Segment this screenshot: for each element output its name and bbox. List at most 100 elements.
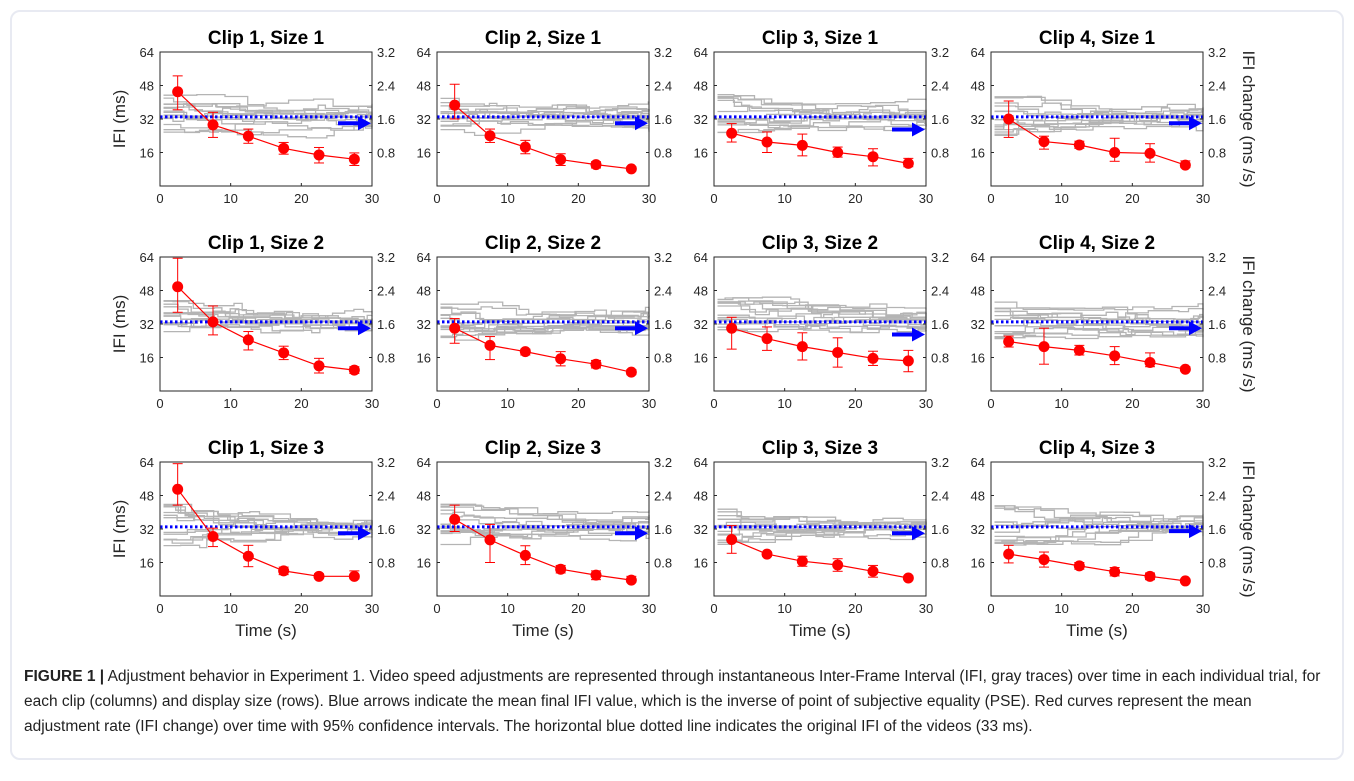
data-point (867, 565, 879, 577)
data-point (555, 353, 567, 365)
y-tick-label: 16 (417, 556, 431, 571)
y-right-tick-label: 0.8 (1208, 556, 1226, 571)
y-right-tick-label: 1.6 (931, 317, 949, 332)
trial-traces (994, 505, 1204, 546)
trial-trace (163, 506, 373, 532)
x-tick-label: 20 (571, 601, 585, 616)
x-tick-label: 10 (223, 396, 237, 411)
y-right-tick-label: 2.4 (1208, 284, 1226, 299)
trial-traces (717, 93, 927, 134)
panel-3-3: 0 10 20 30 16 32 48 64 0.8 1.6 2.4 3.2 Clip 3, Size … (694, 438, 950, 640)
data-point (902, 572, 914, 584)
x-tick-label: 0 (987, 601, 994, 616)
y-tick-label: 64 (694, 455, 708, 470)
y-right-tick-label: 1.6 (654, 112, 672, 127)
x-axis-label: Time (s) (512, 621, 574, 640)
x-tick-label: 10 (777, 396, 791, 411)
x-tick-label: 20 (571, 396, 585, 411)
final-ifi-arrow-head (358, 321, 371, 336)
y-right-tick-label: 0.8 (377, 146, 395, 161)
y-tick-label: 32 (140, 317, 154, 332)
mean-rate-line (731, 132, 909, 164)
mean-rate-line (177, 286, 355, 371)
axes-box (436, 256, 650, 392)
x-tick-label: 0 (987, 191, 994, 206)
y-tick-label: 16 (140, 351, 154, 366)
y-right-tick-label: 0.8 (1208, 351, 1226, 366)
data-point (1003, 548, 1015, 560)
x-tick-label: 0 (710, 191, 717, 206)
x-tick-label: 20 (848, 191, 862, 206)
final-ifi-arrow-head (912, 327, 925, 342)
data-point (625, 163, 637, 175)
y-tick-label: 16 (417, 351, 431, 366)
x-tick-label: 20 (848, 396, 862, 411)
caption-text: Adjustment behavior in Experiment 1. Vid… (24, 668, 1321, 735)
mean-rate-line (731, 327, 909, 362)
x-tick-label: 30 (365, 601, 379, 616)
y-right-tick-label: 3.2 (654, 455, 672, 470)
data-point (172, 281, 184, 293)
y-tick-label: 64 (417, 250, 431, 265)
trial-trace (994, 116, 1204, 132)
data-point (1038, 136, 1050, 148)
y-right-tick-label: 3.2 (654, 45, 672, 60)
data-point (1109, 350, 1121, 362)
y-tick-label: 48 (140, 284, 154, 299)
data-point (590, 159, 602, 171)
data-point (313, 360, 325, 372)
data-point (484, 130, 496, 142)
data-point (449, 99, 461, 111)
mean-rate-line (454, 104, 632, 170)
x-tick-label: 0 (433, 601, 440, 616)
y-tick-label: 32 (694, 317, 708, 332)
y-tick-label: 32 (971, 112, 985, 127)
data-point (555, 154, 567, 166)
y-tick-label: 32 (971, 317, 985, 332)
trial-trace (717, 303, 927, 316)
data-point (1073, 560, 1085, 572)
panel-title: Clip 1, Size 1 (208, 28, 325, 49)
trial-trace (717, 120, 927, 132)
y-tick-label: 32 (417, 522, 431, 537)
trial-traces (440, 503, 650, 546)
y-tick-label: 16 (971, 556, 985, 571)
figure-panels: 0 10 20 30 16 32 48 64 0.8 1.6 2.4 3.2 Clip 1, Size … (110, 28, 1258, 640)
x-tick-label: 30 (642, 601, 656, 616)
trial-trace (717, 97, 927, 120)
data-point (1038, 341, 1050, 353)
y-tick-label: 16 (140, 556, 154, 571)
x-tick-label: 30 (1196, 601, 1210, 616)
final-ifi-arrow-head (635, 321, 648, 336)
data-point (1144, 147, 1156, 159)
data-point (555, 563, 567, 575)
trial-trace (994, 314, 1204, 330)
data-point (1144, 357, 1156, 369)
y-right-tick-label: 2.4 (1208, 489, 1226, 504)
trial-trace (163, 111, 373, 122)
x-tick-label: 0 (156, 601, 163, 616)
trial-trace (163, 121, 373, 133)
data-point (348, 153, 360, 165)
data-point (207, 531, 219, 543)
y-tick-label: 64 (140, 45, 154, 60)
trial-trace (163, 525, 373, 537)
x-tick-label: 30 (642, 396, 656, 411)
y-tick-label: 48 (694, 79, 708, 94)
mean-rate-line (177, 488, 355, 577)
x-tick-label: 30 (1196, 191, 1210, 206)
y-tick-label: 16 (694, 351, 708, 366)
x-tick-label: 10 (1054, 396, 1068, 411)
y-right-tick-label: 0.8 (654, 556, 672, 571)
panel-4-2: 0 10 20 30 16 32 48 64 0.8 1.6 2.4 3.2 Clip 4, Size … (971, 233, 1258, 411)
x-tick-label: 0 (987, 396, 994, 411)
y-right-tick-label: 1.6 (1208, 522, 1226, 537)
panel-title: Clip 3, Size 1 (762, 28, 879, 49)
y-right-tick-label: 0.8 (377, 351, 395, 366)
trial-trace (994, 328, 1204, 339)
data-point (449, 513, 461, 525)
y-tick-label: 16 (971, 351, 985, 366)
x-tick-label: 10 (500, 601, 514, 616)
final-ifi-arrow-head (358, 526, 371, 541)
final-ifi-arrow-head (635, 116, 648, 131)
